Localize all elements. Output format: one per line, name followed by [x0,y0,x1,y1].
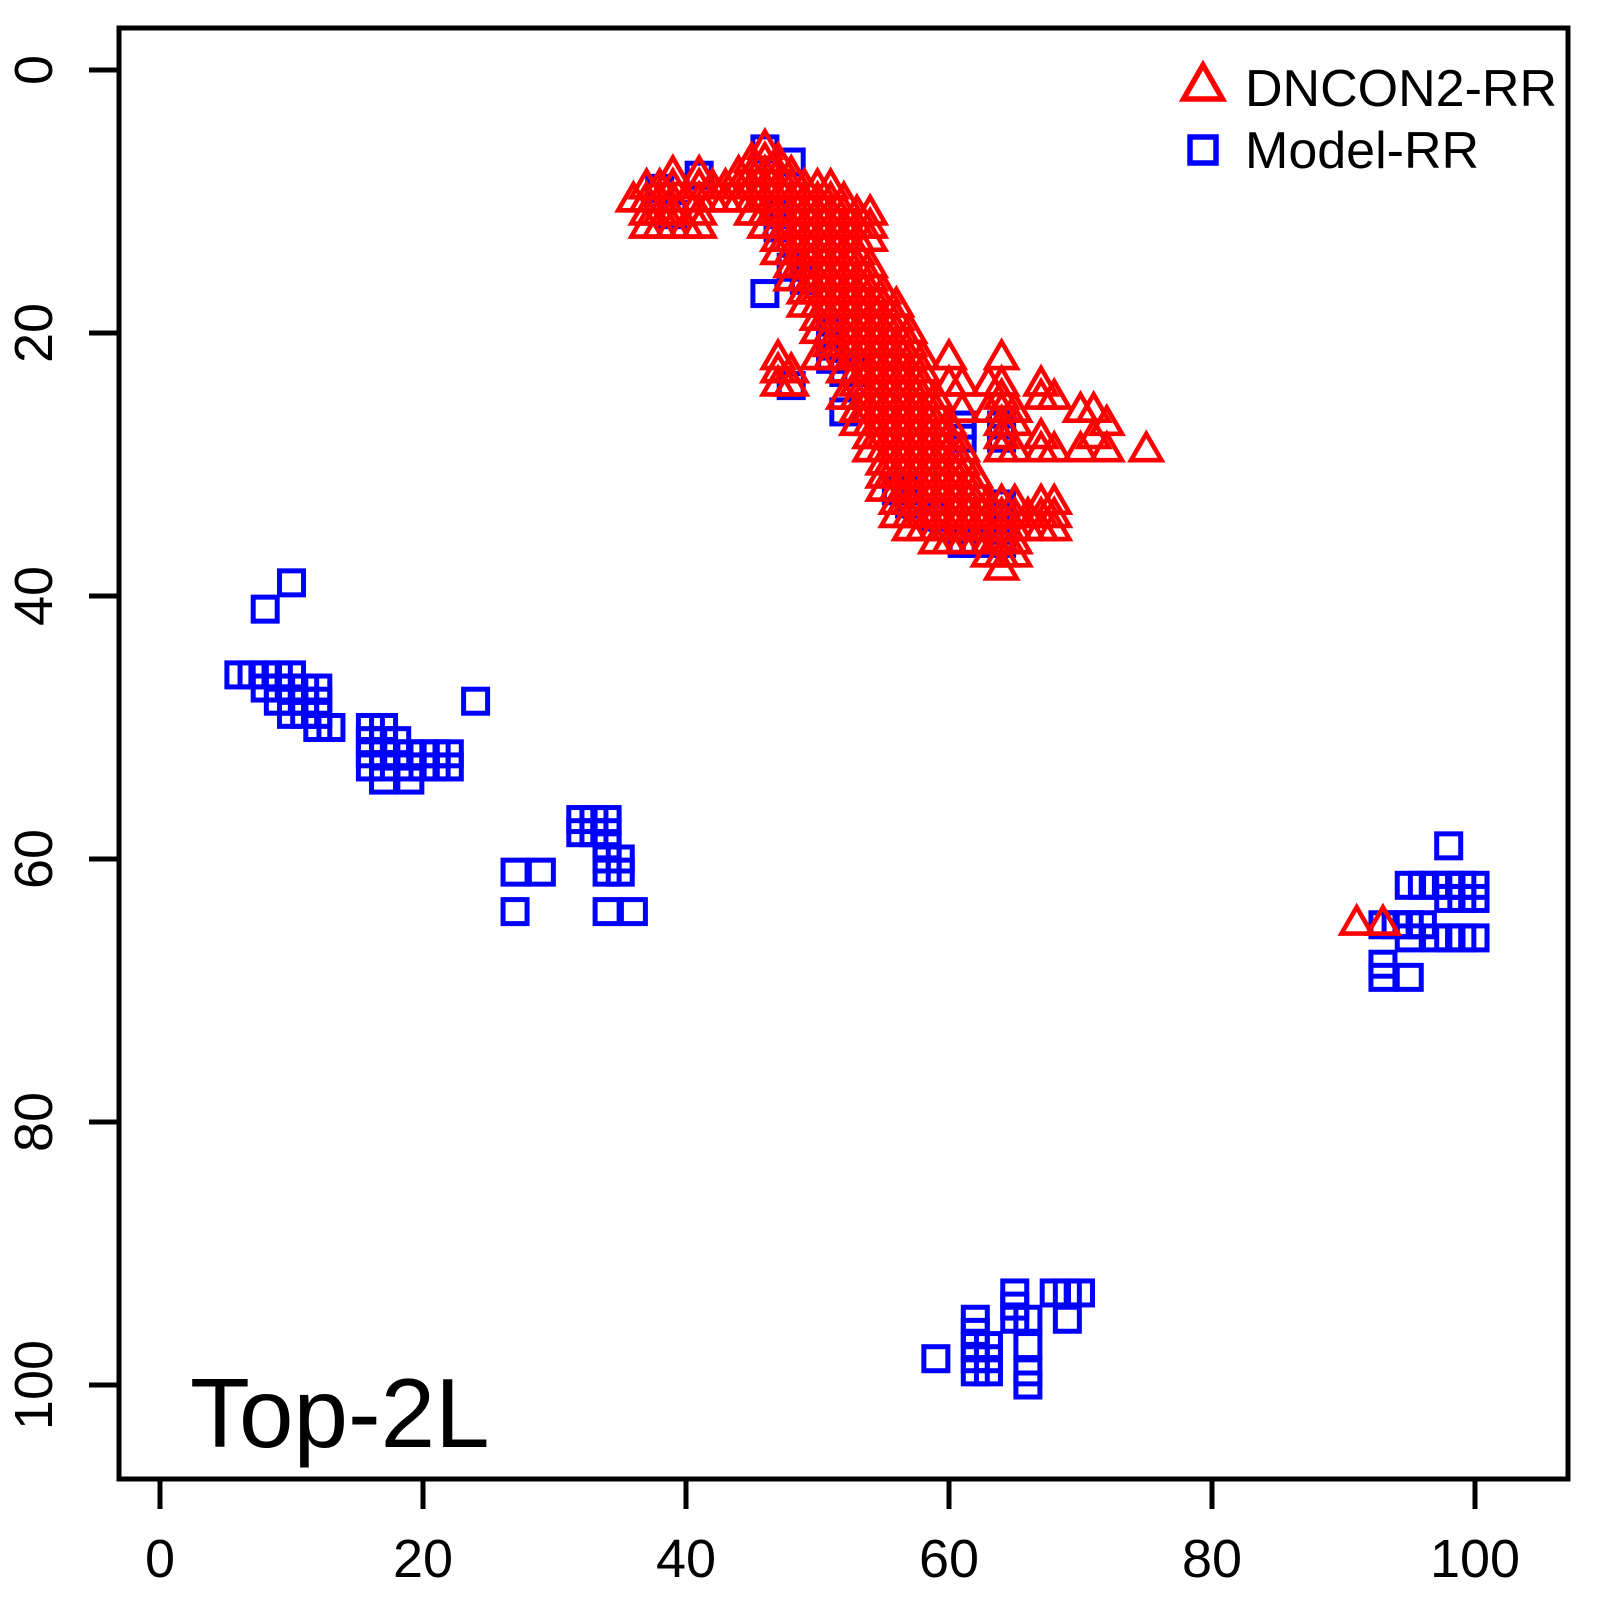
data-point-triangle [772,363,811,397]
data-point-triangle [1127,429,1166,463]
data-point-square [461,686,491,716]
data-point-triangle [982,416,1021,450]
data-point-square [250,594,280,624]
legend-label-model: Model-RR [1245,122,1479,180]
legend-square-icon [1187,134,1219,166]
y-tick-label: 20 [4,303,64,363]
legend-label-dncon2: DNCON2-RR [1245,60,1557,118]
series-dncon2-rr [614,126,1403,936]
legend: DNCON2-RR Model-RR [1178,59,1557,180]
annotation-top-2l: Top-2L [190,1358,490,1468]
y-axis: 0 20 40 60 80 100 [4,55,119,1430]
data-point-triangle [982,547,1021,581]
x-tick-label: 100 [1430,1529,1520,1589]
data-point-square [750,279,780,309]
x-tick-label: 0 [145,1529,175,1589]
data-point-square [316,713,346,742]
data-point-triangle [942,389,982,424]
data-point-triangle [995,521,1034,555]
data-point-triangle [1035,508,1074,542]
data-point-square [1013,1370,1043,1400]
data-point-square [1460,883,1490,913]
data-point-triangle [1363,902,1403,936]
y-tick-label: 0 [4,55,64,85]
data-point-square [1052,1304,1082,1334]
data-point-square [277,568,306,598]
data-point-triangle [1337,902,1376,936]
data-point-square [1394,962,1424,992]
data-point-triangle [679,205,719,239]
x-tick-label: 60 [919,1529,979,1589]
data-point-triangle [1061,429,1100,463]
data-point-triangle [1035,495,1074,529]
data-point-triangle [772,350,811,384]
plot-area-border [116,25,1571,1482]
data-point-square [1460,923,1490,953]
data-point-square [500,897,530,927]
data-point-triangle [850,205,890,239]
data-point-triangle [1035,376,1074,410]
x-tick-label: 40 [656,1529,716,1589]
data-point-square [434,752,464,782]
y-tick-label: 100 [4,1340,64,1430]
x-tick-label: 80 [1182,1529,1242,1589]
data-point-square [973,1357,1003,1387]
x-axis: 0 20 40 60 80 100 [145,1479,1520,1589]
data-point-square [921,1344,951,1374]
data-point-square [1434,831,1464,861]
data-point-triangle [1021,416,1061,450]
y-tick-label: 80 [4,1092,64,1152]
data-point-triangle [1087,429,1126,463]
data-point-triangle [1035,429,1074,463]
data-point-triangle [1074,416,1113,450]
data-point-triangle [995,429,1034,463]
data-point-triangle [995,534,1034,568]
data-point-triangle [653,192,693,226]
legend-triangle-icon [1178,59,1228,102]
data-point-square [605,857,635,887]
x-tick-label: 20 [393,1529,453,1589]
y-tick-label: 60 [4,829,64,889]
data-point-triangle [995,389,1034,424]
data-point-square [526,857,556,887]
data-point-square [395,765,425,795]
data-point-triangle [1021,363,1061,397]
y-tick-label: 40 [4,566,64,626]
data-point-triangle [679,192,719,226]
data-point-square [618,897,648,927]
